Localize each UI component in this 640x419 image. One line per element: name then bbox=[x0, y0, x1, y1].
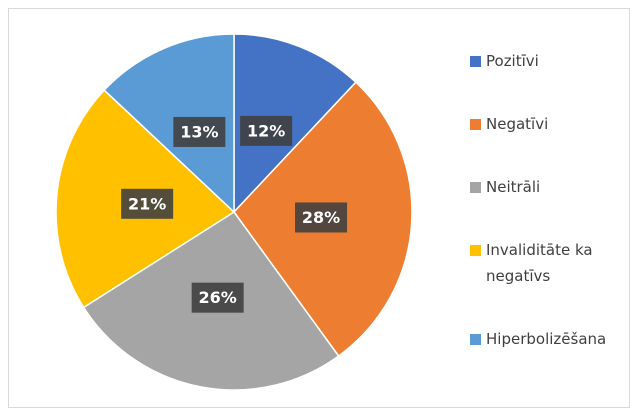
legend-label: Hiperbolizēšana bbox=[486, 329, 607, 348]
data-label: 28% bbox=[302, 208, 340, 227]
legend-item: Pozitīvi bbox=[470, 48, 630, 74]
legend: Pozitīvi Negatīvi Neitrāli Invaliditāte ka … bbox=[470, 30, 630, 370]
data-label: 21% bbox=[128, 194, 166, 213]
legend-item: Negatīvi bbox=[470, 111, 630, 137]
legend-label: Invaliditāte ka negatīvs bbox=[486, 240, 593, 285]
pie-slice bbox=[103, 33, 235, 214]
data-label-box bbox=[295, 202, 348, 233]
data-label: 13% bbox=[180, 122, 218, 141]
legend-item: Neitrāli bbox=[470, 174, 630, 200]
legend-item: Hiperbolizēšana bbox=[470, 326, 630, 352]
legend-swatch bbox=[470, 181, 481, 193]
legend-label: Pozitīvi bbox=[486, 52, 539, 71]
legend-swatch bbox=[470, 244, 481, 256]
legend-label: Neitrāli bbox=[486, 177, 541, 196]
legend-swatch bbox=[470, 119, 481, 131]
data-label-box bbox=[191, 282, 244, 313]
data-label: 12% bbox=[247, 121, 285, 140]
data-label: 26% bbox=[199, 288, 237, 307]
data-label-box bbox=[240, 115, 293, 146]
data-label-box bbox=[121, 188, 174, 219]
legend-swatch bbox=[470, 56, 481, 68]
legend-label: Negatīvi bbox=[486, 115, 549, 134]
legend-swatch bbox=[470, 333, 481, 345]
chart-frame bbox=[8, 8, 630, 408]
pie-slice bbox=[233, 33, 357, 214]
data-label-box bbox=[173, 116, 226, 147]
legend-item: Invaliditāte ka negatīvs bbox=[470, 237, 630, 289]
